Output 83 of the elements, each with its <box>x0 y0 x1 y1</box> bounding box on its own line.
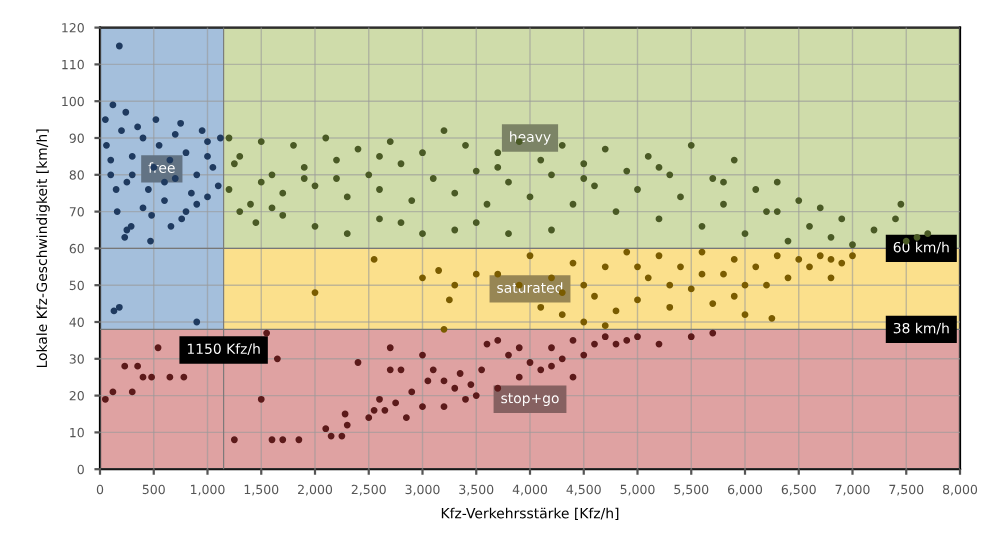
point <box>730 292 738 300</box>
point <box>182 208 190 215</box>
point <box>644 274 652 282</box>
point <box>122 108 130 116</box>
point <box>161 197 168 204</box>
point <box>311 289 319 296</box>
point <box>849 252 856 260</box>
point <box>209 164 217 171</box>
point <box>558 311 566 319</box>
point <box>144 186 152 193</box>
point <box>655 252 663 260</box>
point <box>435 267 443 274</box>
point <box>537 303 545 311</box>
point <box>370 256 378 263</box>
point <box>118 127 125 135</box>
point <box>155 141 163 149</box>
point <box>193 200 201 208</box>
point <box>113 208 121 215</box>
point <box>214 182 222 190</box>
point <box>171 130 179 138</box>
point <box>730 256 738 263</box>
point <box>838 259 846 267</box>
point <box>193 171 201 179</box>
point <box>666 303 674 311</box>
point <box>178 215 186 223</box>
point <box>763 281 770 289</box>
point <box>677 263 684 271</box>
point <box>103 141 110 149</box>
point <box>472 270 480 278</box>
point <box>217 134 224 142</box>
point <box>795 256 803 263</box>
point <box>591 292 598 300</box>
point <box>204 138 211 146</box>
point <box>128 171 136 179</box>
point <box>634 296 641 304</box>
point <box>123 178 131 186</box>
point <box>445 296 453 304</box>
point <box>121 233 129 241</box>
point <box>112 186 120 193</box>
point <box>768 314 776 322</box>
point <box>107 156 115 164</box>
point <box>161 178 168 186</box>
point <box>128 153 136 160</box>
point <box>101 116 109 123</box>
point <box>115 42 123 50</box>
point <box>152 116 160 123</box>
point <box>601 322 609 330</box>
point <box>171 175 179 182</box>
point <box>115 303 123 311</box>
point <box>109 101 117 109</box>
point <box>198 127 206 135</box>
point <box>720 270 727 278</box>
point <box>204 153 211 160</box>
point <box>601 263 609 271</box>
point <box>182 149 190 157</box>
point <box>827 256 835 263</box>
point <box>709 300 717 307</box>
point <box>634 263 641 271</box>
point <box>773 252 781 260</box>
point <box>623 248 631 256</box>
point <box>451 281 459 289</box>
point <box>687 285 695 293</box>
point <box>167 222 175 230</box>
point <box>204 193 211 201</box>
point <box>494 270 502 278</box>
point <box>806 263 813 271</box>
point <box>752 263 760 271</box>
point <box>580 281 588 289</box>
point <box>666 281 674 289</box>
point <box>548 274 555 282</box>
point <box>134 123 142 131</box>
point <box>440 325 448 333</box>
point <box>148 211 155 219</box>
point <box>419 274 426 282</box>
point <box>187 189 195 197</box>
point <box>580 318 588 326</box>
point <box>526 252 534 260</box>
point <box>177 119 185 127</box>
point <box>107 171 115 179</box>
point <box>147 237 154 245</box>
point <box>193 318 201 326</box>
point <box>816 252 824 260</box>
point <box>741 311 749 319</box>
